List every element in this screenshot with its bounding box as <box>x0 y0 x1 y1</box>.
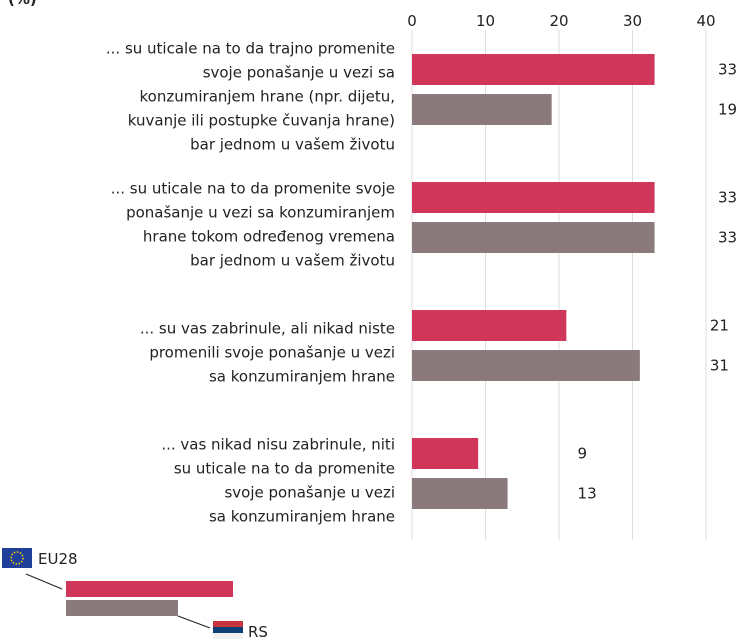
bar <box>412 54 655 85</box>
category-label: sa konzumiranjem hrane <box>209 368 395 386</box>
legend-pointer <box>25 573 63 590</box>
bar <box>412 182 655 213</box>
legend-label: RS <box>248 623 268 639</box>
category-label: bar jednom u vašem životu <box>190 252 395 270</box>
bar <box>412 222 655 253</box>
unit-label: (%) <box>8 0 37 8</box>
value-label: 33 <box>718 61 737 79</box>
category-label: konzumiranjem hrane (npr. dijetu, <box>140 88 395 106</box>
rs-flag <box>213 621 243 639</box>
x-tick-label: 40 <box>696 12 715 30</box>
x-tick-label: 10 <box>476 12 495 30</box>
category-label: ... vas nikad nisu zabrinule, niti <box>161 436 395 454</box>
bar <box>412 350 640 381</box>
category-label: bar jednom u vašem životu <box>190 136 395 154</box>
legend-label: EU28 <box>38 550 78 568</box>
category-label: ponašanje u vezi sa konzumiranjem <box>126 204 395 222</box>
bar <box>412 310 567 341</box>
category-label: svoje ponašanje u vezi <box>224 484 395 502</box>
category-label: promenili svoje ponašanje u vezi <box>149 344 395 362</box>
category-label: ... su vas zabrinule, ali nikad niste <box>140 320 395 338</box>
category-label: ... su uticale na to da trajno promenite <box>106 40 395 58</box>
bar <box>412 438 479 469</box>
category-label: sa konzumiranjem hrane <box>209 508 395 526</box>
category-label: hrane tokom određenog vremena <box>143 228 395 246</box>
value-label: 31 <box>710 357 729 375</box>
bar <box>412 478 508 509</box>
legend-pointer <box>177 615 211 629</box>
category-label: su uticale na to da promenite <box>174 460 395 478</box>
value-label: 19 <box>718 101 737 119</box>
x-tick-label: 30 <box>623 12 642 30</box>
value-label: 33 <box>718 229 737 247</box>
x-tick-label: 20 <box>549 12 568 30</box>
legend-swatch <box>66 600 178 616</box>
value-label: 21 <box>710 317 729 335</box>
value-label: 9 <box>578 445 588 463</box>
category-label: svoje ponašanje u vezi sa <box>203 64 395 82</box>
x-tick-label: 0 <box>407 12 417 30</box>
value-label: 33 <box>718 189 737 207</box>
value-label: 13 <box>578 485 597 503</box>
category-label: ... su uticale na to da promenite svoje <box>111 180 395 198</box>
eu-flag <box>2 548 32 568</box>
category-label: kuvanje ili postupke čuvanja hrane) <box>128 112 395 130</box>
legend-swatch <box>66 581 233 597</box>
bar <box>412 94 552 125</box>
